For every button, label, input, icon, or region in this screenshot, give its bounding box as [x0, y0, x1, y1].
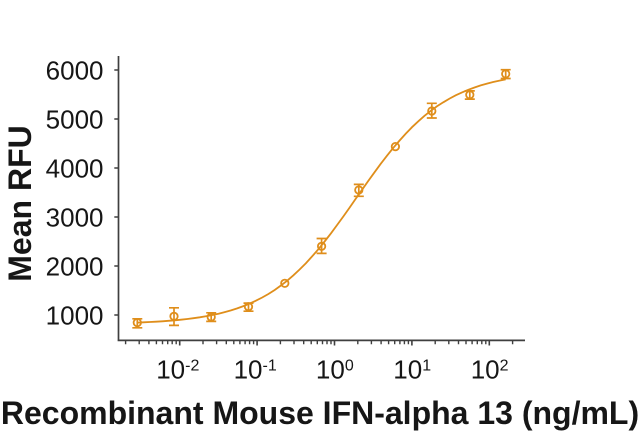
svg-text:6000: 6000: [46, 55, 104, 85]
svg-text:2000: 2000: [46, 251, 104, 281]
svg-text:5000: 5000: [46, 104, 104, 134]
svg-text:Recombinant Mouse IFN-alpha 13: Recombinant Mouse IFN-alpha 13 (ng/mL): [1, 395, 639, 431]
svg-text:1000: 1000: [46, 300, 104, 330]
svg-text:Mean RFU: Mean RFU: [2, 125, 38, 281]
svg-text:4000: 4000: [46, 153, 104, 183]
svg-text:3000: 3000: [46, 202, 104, 232]
